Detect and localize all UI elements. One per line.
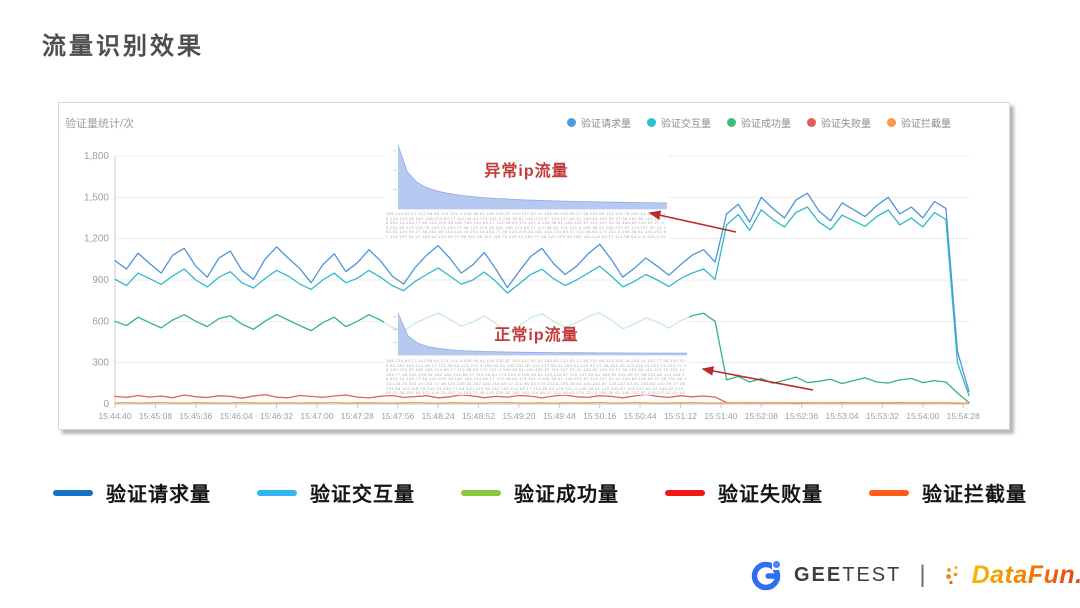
bottom-legend-item-success: 验证成功量 xyxy=(461,478,619,507)
geetest-logo-icon xyxy=(751,558,784,591)
geetest-wordmark-bold: GEE xyxy=(794,563,843,586)
svg-text:15:50:16: 15:50:16 xyxy=(583,411,616,421)
bottom-legend: 验证请求量 验证交互量 验证成功量 验证失败量 验证拦截量 xyxy=(0,478,1080,507)
svg-text:15:47:56: 15:47:56 xyxy=(381,411,414,421)
legend-dot-icon xyxy=(807,118,816,127)
svg-text:15:48:52: 15:48:52 xyxy=(462,411,495,421)
y-axis-title: 验证量统计/次 xyxy=(65,118,135,130)
legend-item-failure: 验证失败量 xyxy=(807,115,871,130)
geetest-wordmark-light: TEST xyxy=(842,563,902,586)
svg-text:15:54:00: 15:54:00 xyxy=(906,411,939,421)
legend-item-success: 验证成功量 xyxy=(727,115,791,130)
svg-text:1,800: 1,800 xyxy=(84,151,109,162)
inset-abnormal-area-chart xyxy=(393,144,668,210)
svg-text:15:45:08: 15:45:08 xyxy=(139,411,172,421)
svg-text:15:54:28: 15:54:28 xyxy=(947,411,980,421)
geetest-wordmark: GEETEST xyxy=(794,564,901,587)
svg-text:15:49:20: 15:49:20 xyxy=(502,411,535,421)
svg-text:15:50:44: 15:50:44 xyxy=(624,411,657,421)
line-swatch-icon xyxy=(665,489,705,496)
svg-text:15:51:12: 15:51:12 xyxy=(664,411,697,421)
bottom-legend-label: 验证交互量 xyxy=(310,484,415,506)
legend-label: 验证成功量 xyxy=(741,119,791,130)
datafun-logo-icon xyxy=(945,566,958,585)
svg-text:15:49:48: 15:49:48 xyxy=(543,411,576,421)
svg-text:1,500: 1,500 xyxy=(84,192,109,203)
svg-text:15:51:40: 15:51:40 xyxy=(704,411,737,421)
legend-label: 验证请求量 xyxy=(581,119,631,130)
svg-text:0: 0 xyxy=(103,399,109,410)
line-swatch-icon xyxy=(257,489,297,496)
bottom-legend-item-requests: 验证请求量 xyxy=(53,478,211,507)
line-swatch-icon xyxy=(869,489,909,496)
inset-normal-area-chart xyxy=(393,312,688,356)
legend-label: 验证失败量 xyxy=(821,119,871,130)
chart-top-legend: 验证请求量 验证交互量 验证成功量 验证失败量 验证拦截量 xyxy=(567,115,951,130)
line-swatch-icon xyxy=(53,489,93,496)
legend-dot-icon xyxy=(567,118,576,127)
ip-label-texture: 183.214.69.17 112.98.63.174 221.4.195.38… xyxy=(386,212,667,238)
bottom-legend-label: 验证请求量 xyxy=(106,484,211,506)
svg-text:300: 300 xyxy=(92,358,109,369)
svg-text:15:44:40: 15:44:40 xyxy=(98,411,131,421)
inset-normal-ip: 正常ip流量 183.214.69.17 112.98.63.174 221.4… xyxy=(384,307,689,395)
svg-text:15:52:36: 15:52:36 xyxy=(785,411,818,421)
svg-text:15:45:36: 15:45:36 xyxy=(179,411,212,421)
legend-dot-icon xyxy=(727,118,736,127)
line-swatch-icon xyxy=(461,489,501,496)
ip-label-texture: 183.214.69.17 112.98.63.174 221.4.195.38… xyxy=(386,359,687,394)
legend-item-interactions: 验证交互量 xyxy=(647,115,711,130)
datafun-wordmark: DataFun. xyxy=(972,561,1080,590)
footer-logos: GEETEST | DataFun. xyxy=(748,552,1080,598)
svg-text:15:53:04: 15:53:04 xyxy=(826,411,859,421)
page-title: 流量识别效果 xyxy=(42,33,204,60)
svg-text:15:46:32: 15:46:32 xyxy=(260,411,293,421)
svg-text:15:47:00: 15:47:00 xyxy=(300,411,333,421)
bottom-legend-label: 验证失败量 xyxy=(718,484,823,506)
legend-dot-icon xyxy=(887,118,896,127)
svg-text:900: 900 xyxy=(92,275,109,286)
bottom-legend-label: 验证成功量 xyxy=(514,484,619,506)
bottom-legend-item-interactions: 验证交互量 xyxy=(257,478,415,507)
svg-text:15:53:32: 15:53:32 xyxy=(866,411,899,421)
legend-item-blocked: 验证拦截量 xyxy=(887,115,951,130)
legend-label: 验证拦截量 xyxy=(901,119,951,130)
svg-text:15:52:08: 15:52:08 xyxy=(745,411,778,421)
svg-text:15:47:28: 15:47:28 xyxy=(341,411,374,421)
legend-item-requests: 验证请求量 xyxy=(567,115,631,130)
svg-text:1,200: 1,200 xyxy=(84,234,109,245)
logo-divider: | xyxy=(919,561,926,588)
legend-label: 验证交互量 xyxy=(661,119,711,130)
main-chart: 0 300 600 900 1,200 1,500 1,800 15:44:40 15:45:0… xyxy=(84,151,980,421)
inset-normal-label: 正常ip流量 xyxy=(494,327,579,344)
bottom-legend-item-blocked: 验证拦截量 xyxy=(869,478,1027,507)
chart-panel: 验证量统计/次 验证请求量 验证交互量 验证成功量 验证失败量 验证拦截量 xyxy=(58,102,1010,430)
svg-text:600: 600 xyxy=(92,316,109,327)
legend-dot-icon xyxy=(647,118,656,127)
svg-text:15:48:24: 15:48:24 xyxy=(422,411,455,421)
inset-abnormal-label: 异常ip流量 xyxy=(484,163,569,180)
bottom-legend-item-failure: 验证失败量 xyxy=(665,478,823,507)
bottom-legend-label: 验证拦截量 xyxy=(922,484,1027,506)
svg-text:15:46:04: 15:46:04 xyxy=(220,411,253,421)
inset-abnormal-ip: 异常ip流量 183.214.69.17 112.98.63.174 221.4… xyxy=(384,139,669,239)
